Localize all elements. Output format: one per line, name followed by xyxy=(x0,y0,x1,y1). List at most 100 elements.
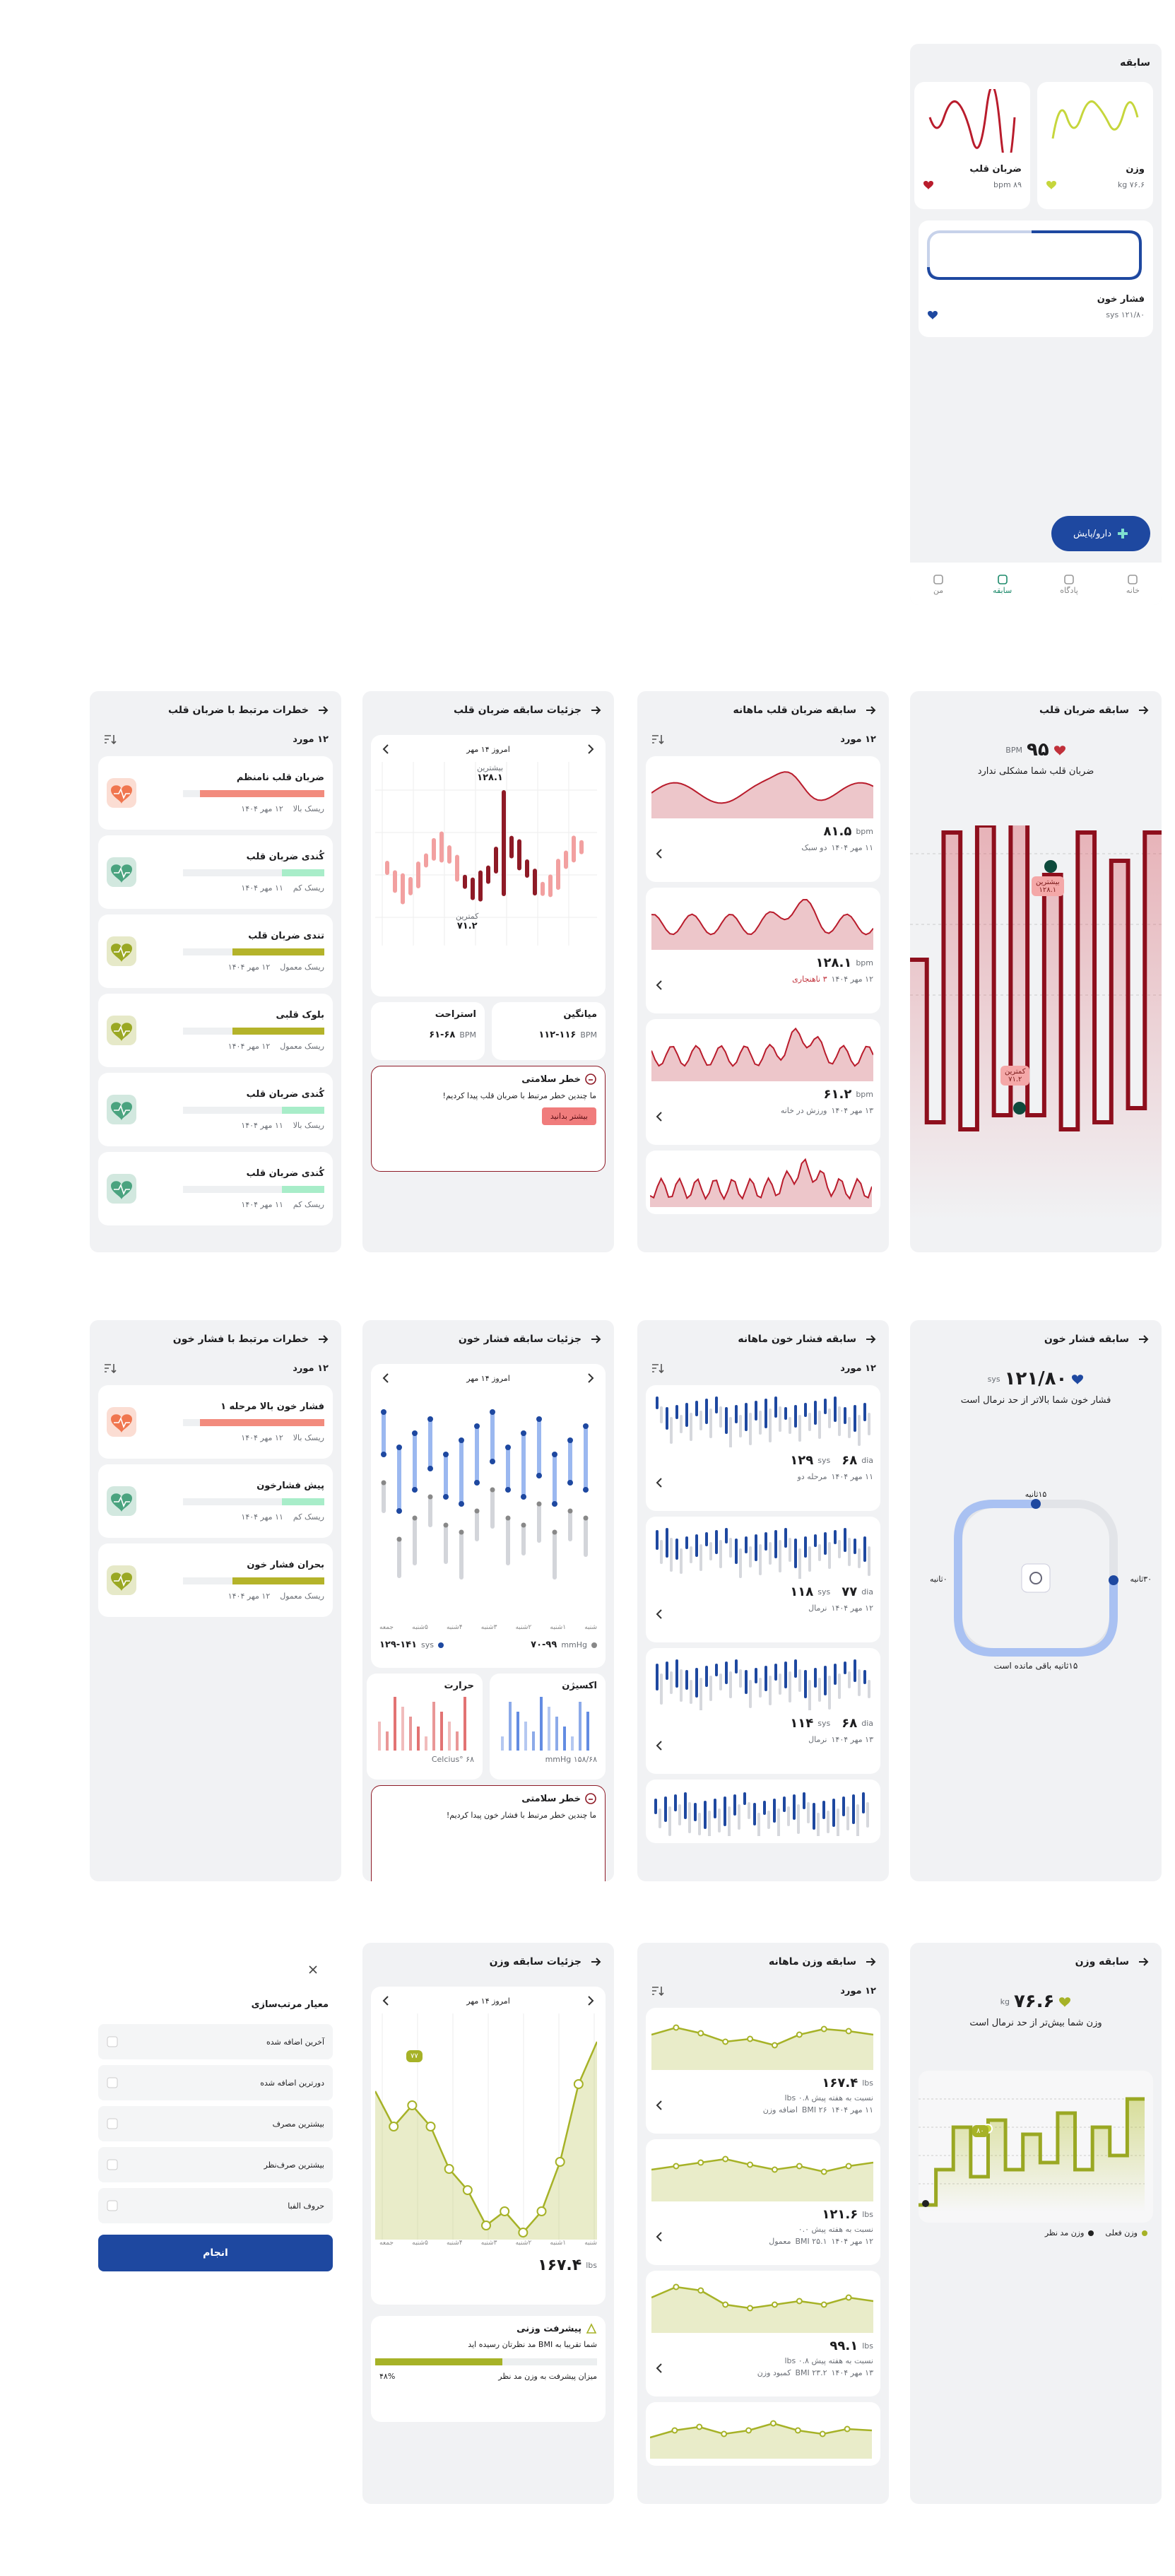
alert-button[interactable]: بیشتر بدانید xyxy=(541,1107,596,1125)
summary-unit: kg xyxy=(1000,1996,1010,2006)
decoration xyxy=(571,1736,574,1751)
decoration xyxy=(651,2159,873,2201)
illustration xyxy=(107,778,136,808)
decoration xyxy=(432,837,436,861)
illustration xyxy=(1053,746,1065,756)
screen-title: سابقه وزن ماهانه xyxy=(769,1956,856,1968)
row: bpm ۸۱.۵ xyxy=(653,824,873,839)
card: bpm ۸۱.۵ ۱۱ مهر ۱۴۰۴ دو سبک xyxy=(646,756,880,882)
decoration xyxy=(105,1364,117,1374)
illustration xyxy=(656,849,662,859)
row: ۱۲۱/۸۰ sys xyxy=(910,1368,1162,1389)
row[interactable]: دورترین اضافه شده xyxy=(98,2065,333,2100)
decoration xyxy=(319,706,329,714)
decoration xyxy=(232,1577,324,1584)
decoration xyxy=(793,1794,796,1820)
illustration xyxy=(656,2232,662,2242)
decoration xyxy=(671,2427,678,2434)
decoration xyxy=(858,1415,861,1446)
decoration xyxy=(862,1792,865,1813)
decoration xyxy=(866,1802,869,1828)
decoration xyxy=(954,1500,1118,1657)
illustration xyxy=(919,2097,1145,2212)
card: lbs ۱۲۱.۶ نسبت به هفته پیش ۰.۰ ۱۲ مهر ۱۴۰۴ ۲… xyxy=(646,2139,880,2265)
date: ۱۳ مهر ۱۴۰۴ xyxy=(831,1735,874,1744)
decoration xyxy=(673,2283,680,2290)
illustration xyxy=(382,1373,389,1383)
decoration xyxy=(517,839,521,871)
nav-item[interactable]: خانه xyxy=(1126,573,1140,595)
decoration xyxy=(764,1532,767,1551)
decoration xyxy=(848,1538,851,1566)
decoration xyxy=(759,1411,762,1435)
day-label: جمعه xyxy=(379,2240,394,2247)
risk-level: ریسک کم xyxy=(293,883,324,893)
decoration xyxy=(673,2024,680,2031)
decoration xyxy=(838,1406,841,1436)
day-label: ۳شنبه xyxy=(480,1624,497,1631)
risk-date: ۱۲ مهر ۱۴۰۴ xyxy=(241,804,283,813)
decoration xyxy=(796,2298,803,2305)
sort-button[interactable]: انجام xyxy=(98,2235,333,2271)
illustration xyxy=(438,1642,444,1648)
value: ۱۲۹ xyxy=(790,1453,814,1468)
decoration xyxy=(708,1811,711,1836)
card: تندی ضربان قلب ریسک معمول ۱۲ مهر ۱۴۰۴ xyxy=(98,914,333,988)
decoration xyxy=(664,1796,667,1822)
screen-title: سابقه ضربان قلب ماهانه xyxy=(733,705,856,716)
hdr: سابقه وزن ماهانه xyxy=(637,1943,889,1981)
decoration xyxy=(845,2294,852,2301)
screen: سابقه فشار خون ۱۲۱/۸۰ sys فشار خون شما بالا… xyxy=(910,1320,1162,1881)
nav-item[interactable]: سابقه xyxy=(993,573,1012,595)
note: ورزش در خانه xyxy=(780,1106,827,1115)
row: ریسک معمول ۱۲ مهر ۱۴۰۴ xyxy=(143,1042,324,1051)
decoration xyxy=(394,1697,396,1751)
decoration xyxy=(699,1411,702,1430)
decoration xyxy=(1044,860,1057,873)
decoration xyxy=(427,1494,433,1500)
decoration xyxy=(715,1530,718,1554)
decoration xyxy=(779,1674,781,1695)
row: اکسیژن ۱۵۸/۶۸ mmHg حرارت ۶۸ °Celcius xyxy=(362,1674,614,1780)
decoration xyxy=(525,859,529,878)
date-nav: امروز ۱۴ مهر xyxy=(466,1996,510,2006)
card: وزن ۷۶.۶ kg xyxy=(1037,82,1153,209)
row[interactable]: آخرین اضافه شده xyxy=(98,2024,333,2059)
range-unit: mmHg xyxy=(561,1640,587,1649)
nav-item[interactable]: من xyxy=(932,573,945,595)
row[interactable]: حروف الفبا xyxy=(98,2188,333,2223)
unit: lbs xyxy=(862,2210,873,2219)
card: بحران فشار خون ریسک معمول ۱۲ مهر ۱۴۰۴ xyxy=(98,1543,333,1617)
row: ۱۲ مورد xyxy=(90,729,341,751)
fab[interactable]: دارو/پایش xyxy=(1051,516,1150,551)
row: وزن مد نظر xyxy=(1045,2228,1094,2237)
illustration xyxy=(105,735,117,745)
decoration xyxy=(548,1707,550,1751)
decoration xyxy=(694,1803,697,1821)
decoration xyxy=(107,2200,118,2211)
row: پیشرفت وزنی xyxy=(379,2323,597,2334)
illustration xyxy=(656,1478,662,1488)
decoration xyxy=(757,1813,760,1836)
card: حرارت ۶۸ °Celcius xyxy=(367,1674,483,1780)
illustration xyxy=(585,1074,596,1085)
row: lbs ۱۶۷.۴ xyxy=(379,2257,597,2274)
risk-name: تندی ضربان قلب xyxy=(248,931,324,941)
decoration xyxy=(552,1529,557,1535)
risk-date: ۱۲ مهر ۱۴۰۴ xyxy=(228,1592,271,1601)
decoration xyxy=(650,2422,872,2439)
decoration xyxy=(309,1965,317,1974)
day-label: جمعه xyxy=(379,1624,394,1631)
screen-title: سابقه فشار خون xyxy=(1044,1334,1129,1345)
row[interactable]: بیشترین صرف‌نظر xyxy=(98,2147,333,2182)
row[interactable]: بیشترین مصرف xyxy=(98,2106,333,2141)
illustration xyxy=(107,1174,136,1204)
day-label: ۵شنبه xyxy=(412,1624,428,1631)
decoration xyxy=(660,1406,663,1423)
nav-item[interactable]: پادگاه xyxy=(1060,573,1078,595)
decoration xyxy=(709,1676,712,1701)
row: خطر سلامتی xyxy=(380,1793,596,1804)
decoration xyxy=(651,2286,873,2310)
risk-name: کُندی ضربان قلب xyxy=(246,1089,324,1100)
decoration xyxy=(774,1396,777,1418)
